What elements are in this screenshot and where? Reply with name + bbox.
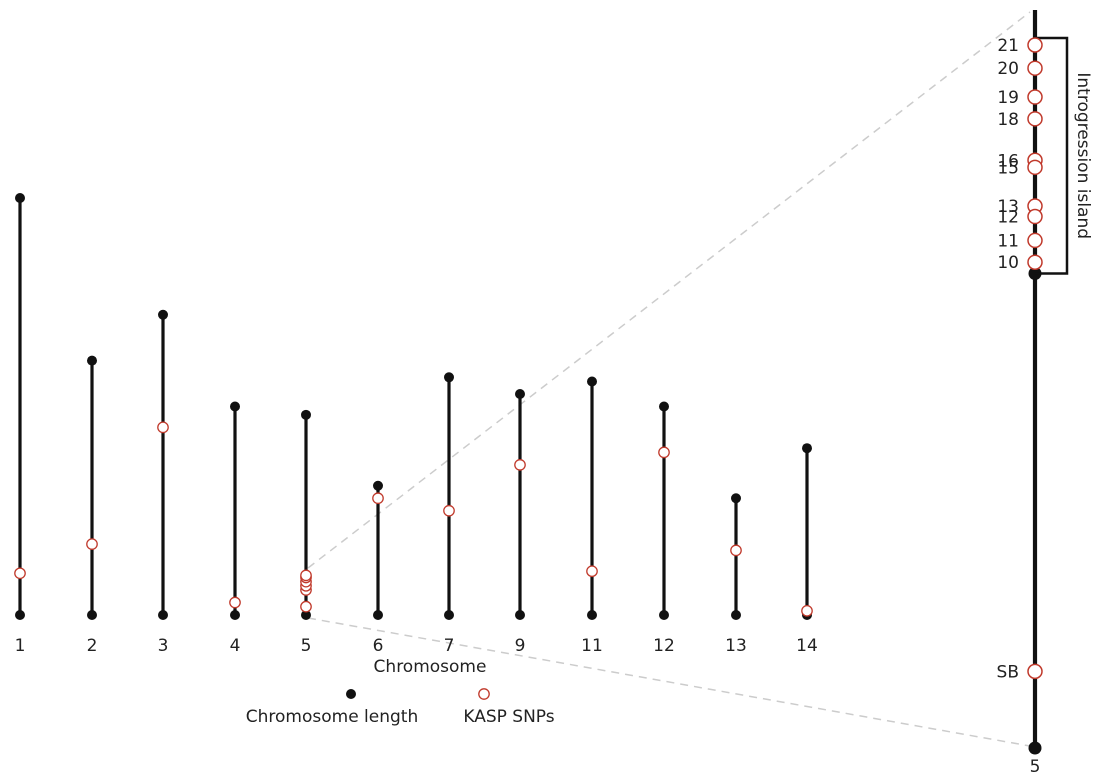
- chromosome-start-point: [444, 610, 454, 620]
- chromosome-start-point: [301, 610, 311, 620]
- chromosome-end-point: [301, 409, 311, 420]
- zoom-snp-marker: [1027, 60, 1043, 76]
- zoom-chromosome-label: 5: [1030, 757, 1041, 777]
- introgression-island-label: Introgression island: [1073, 72, 1093, 239]
- zoom-snp-marker: [1027, 208, 1043, 225]
- zoom-snp-label: 12: [997, 208, 1019, 228]
- chromosome-1: 1: [14, 193, 26, 656]
- introgression-island-bracket: [1035, 36, 1069, 275]
- zoom-snp-label: 21: [997, 36, 1019, 56]
- zoom-guide-lines: [307, 11, 1031, 747]
- zoom-snp-marker: [1027, 663, 1043, 680]
- x-tick-label: 5: [301, 636, 312, 656]
- chromosome-12: 12: [653, 401, 675, 656]
- chromosome-end-point: [731, 493, 741, 504]
- legend-label-chromosome-length: Chromosome length: [246, 707, 419, 727]
- x-tick-label: 12: [653, 636, 675, 656]
- chromosome-6: 6: [372, 480, 384, 656]
- zoom-chromosome-end-point: [1028, 741, 1042, 755]
- snp-marker: [300, 569, 312, 582]
- snp-marker: [14, 567, 26, 580]
- x-tick-label: 3: [158, 636, 169, 656]
- x-tick-label: 2: [87, 636, 98, 656]
- zoom-snp-label: 19: [997, 88, 1019, 108]
- zoom-snp-label: 10: [997, 253, 1019, 273]
- legend: Chromosome length KASP SNPs: [246, 688, 555, 727]
- x-tick-label: 1: [15, 636, 26, 656]
- chromosome-4: 4: [229, 401, 241, 656]
- chromosome-11: 11: [581, 376, 603, 656]
- zoom-snp-marker: [1027, 254, 1043, 270]
- zoom-guide-lower: [307, 617, 1031, 747]
- snp-marker: [300, 600, 312, 613]
- x-tick-label: 11: [581, 636, 603, 656]
- legend-marker-chromosome-length: [346, 689, 356, 699]
- chromosome-3: 3: [157, 309, 169, 656]
- legend-marker-kasp-snps: [478, 688, 490, 700]
- x-tick-label: 9: [515, 636, 526, 656]
- x-axis-title: Chromosome: [374, 657, 487, 677]
- chromosome-2: 2: [86, 355, 98, 656]
- snp-marker: [658, 446, 670, 459]
- chromosome-start-point: [373, 610, 383, 620]
- chromosome-start-point: [731, 610, 741, 620]
- zoom-snp-marker: [1027, 232, 1043, 249]
- x-tick-label: 4: [230, 636, 241, 656]
- chromosome-start-point: [87, 610, 97, 620]
- chromosome-end-point: [158, 309, 168, 320]
- snp-marker: [801, 604, 813, 617]
- zoom-snp-marker: [1027, 37, 1043, 53]
- zoom-guide-upper: [307, 11, 1031, 569]
- zoom-snp-marker: [1027, 159, 1043, 176]
- zoom-snp-label: 16: [997, 151, 1019, 171]
- chromosome-start-point: [158, 610, 168, 620]
- snp-marker: [586, 565, 598, 578]
- zoom-snp-label: 11: [997, 231, 1019, 251]
- zoom-snp-label: 20: [997, 59, 1019, 79]
- chromosome-14: 14: [796, 443, 818, 656]
- zoom-snp-label: 13: [997, 197, 1019, 217]
- chromosome-end-point: [444, 372, 454, 383]
- x-tick-label: 14: [796, 636, 818, 656]
- snp-marker: [229, 596, 241, 609]
- snp-marker: [372, 492, 384, 505]
- chromosome-end-point: [515, 388, 525, 399]
- x-tick-label: 13: [725, 636, 747, 656]
- x-tick-label: 6: [373, 636, 384, 656]
- zoom-snp-marker: [1027, 111, 1043, 127]
- chromosome-group: 1 2 3 4 5 6 7 9 11 12 13 14: [14, 193, 818, 656]
- snp-marker: [730, 544, 742, 557]
- chromosome-start-point: [659, 610, 669, 620]
- chromosome-end-point: [87, 355, 97, 366]
- chromosome-end-point: [587, 376, 597, 387]
- chromosome-start-point: [15, 610, 25, 620]
- zoom-snp-label: 15: [997, 158, 1019, 178]
- snp-marker: [157, 421, 169, 434]
- chromosome-end-point: [230, 401, 240, 412]
- chromosome-start-point: [230, 610, 240, 620]
- chromosome-end-point: [15, 193, 25, 203]
- snp-marker: [514, 459, 526, 471]
- zoom-snp-label: 18: [997, 110, 1019, 130]
- chromosome-5: 5: [300, 409, 312, 656]
- zoom-snp-marker: [1027, 89, 1043, 105]
- legend-label-kasp-snps: KASP SNPs: [463, 707, 554, 727]
- chromosome-7: 7: [443, 372, 455, 656]
- snp-marker: [443, 504, 455, 517]
- chromosome-start-point: [587, 610, 597, 620]
- x-tick-label: 7: [444, 636, 455, 656]
- zoom-snp-label: SB: [997, 662, 1019, 682]
- chromosome-end-point: [802, 443, 812, 454]
- chromosome-end-point: [373, 480, 383, 491]
- chromosome-end-point: [659, 401, 669, 412]
- chromosome-start-point: [515, 610, 525, 620]
- chromosome-13: 13: [725, 493, 747, 656]
- snp-marker: [86, 538, 98, 550]
- chromosome-9: 9: [514, 388, 526, 656]
